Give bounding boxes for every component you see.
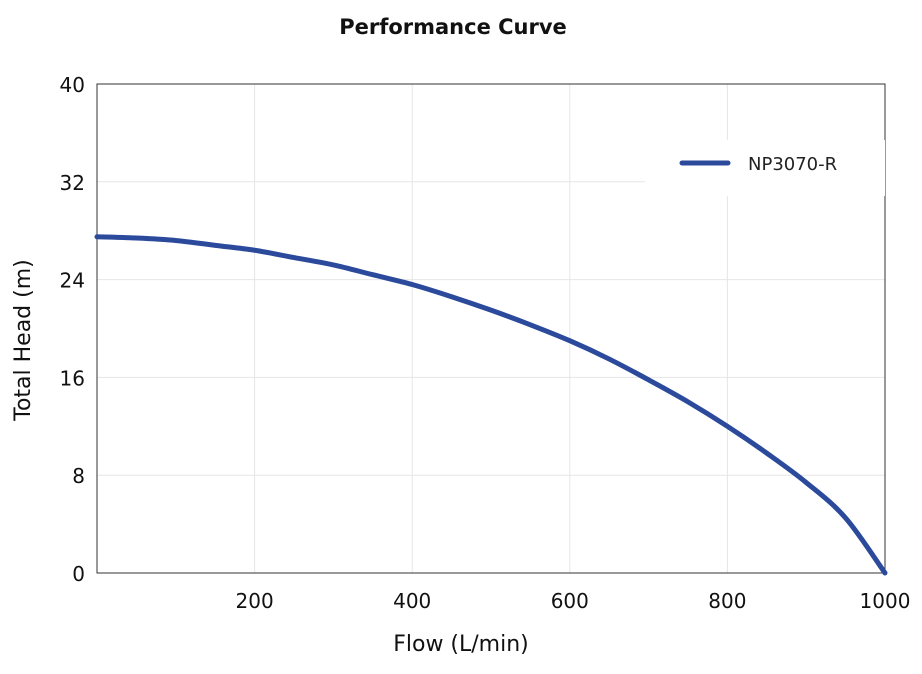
y-tick-label-8: 8 [72,464,85,488]
y-axis-title: Total Head (m) [11,259,36,422]
x-axis-title: Flow (L/min) [393,632,529,657]
y-axis-ticks: 0 8 16 24 32 40 [60,73,85,586]
y-tick-label-0: 0 [72,562,85,586]
x-tick-label-600: 600 [551,589,589,613]
series-layer [94,234,888,576]
legend-box [645,140,885,196]
x-tick-label-400: 400 [393,589,431,613]
x-axis-ticks: 200 400 600 800 1000 [236,589,911,613]
plot-area-frame [96,83,886,574]
y-tick-label-40: 40 [60,73,85,97]
legend: NP3070-R [645,140,885,196]
chart-title: Performance Curve [339,15,567,39]
x-tick-label-800: 800 [708,589,746,613]
x-tick-label-1000: 1000 [860,589,911,613]
legend-label-np3070-r: NP3070-R [748,154,837,175]
y-tick-label-24: 24 [60,269,85,293]
series-line-np3070-r [94,234,888,576]
y-tick-label-16: 16 [60,366,85,390]
y-tick-label-32: 32 [60,171,85,195]
x-tick-label-200: 200 [236,589,274,613]
